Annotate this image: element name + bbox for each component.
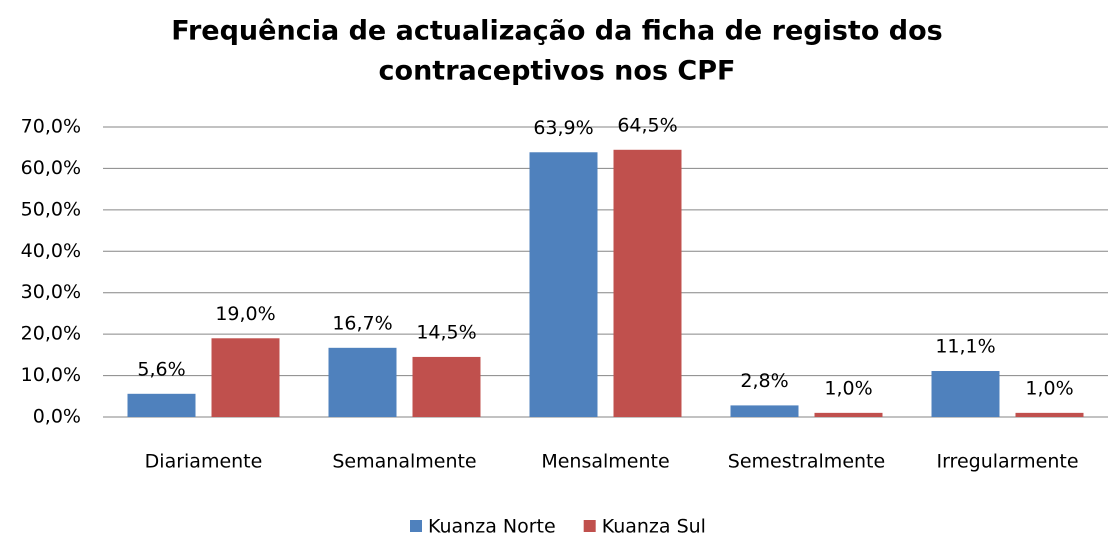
x-tick-label: Mensalmente — [541, 451, 669, 473]
y-tick-label: 40,0% — [21, 240, 81, 262]
y-tick-label: 50,0% — [21, 198, 81, 220]
value-label: 16,7% — [332, 312, 392, 334]
x-tick-label: Irregularmente — [936, 451, 1078, 473]
bar — [730, 405, 799, 417]
value-label: 2,8% — [740, 370, 788, 392]
chart-title: contraceptivos nos CPF — [379, 56, 736, 87]
legend-label: Kuanza Sul — [602, 516, 706, 538]
bar — [613, 149, 682, 418]
x-tick-label: Diariamente — [145, 451, 263, 473]
bar — [211, 338, 280, 417]
y-tick-label: 10,0% — [21, 364, 81, 386]
bar — [127, 393, 196, 417]
value-label: 1,0% — [824, 377, 872, 399]
bar — [529, 152, 598, 417]
bar — [814, 412, 883, 417]
bar — [1015, 412, 1084, 417]
x-tick-label: Semanalmente — [332, 451, 476, 473]
x-tick-label: Semestralmente — [728, 451, 885, 473]
bar — [931, 371, 1000, 417]
value-label: 1,0% — [1025, 377, 1073, 399]
value-label: 19,0% — [215, 303, 275, 325]
y-tick-label: 20,0% — [21, 323, 81, 345]
y-tick-label: 60,0% — [21, 157, 81, 179]
y-tick-label: 70,0% — [21, 116, 81, 138]
value-label: 5,6% — [137, 358, 185, 380]
legend-label: Kuanza Norte — [428, 516, 556, 538]
value-label: 11,1% — [935, 336, 995, 358]
bar — [328, 347, 397, 417]
bar — [412, 356, 481, 417]
y-tick-label: 0,0% — [33, 406, 81, 428]
legend-swatch — [410, 520, 422, 532]
value-label: 64,5% — [617, 114, 677, 136]
legend-swatch — [583, 520, 596, 532]
value-label: 14,5% — [416, 321, 476, 343]
value-label: 63,9% — [533, 117, 593, 139]
chart-title: Frequência de actualização da ficha de r… — [171, 16, 942, 47]
y-tick-label: 30,0% — [21, 281, 81, 303]
